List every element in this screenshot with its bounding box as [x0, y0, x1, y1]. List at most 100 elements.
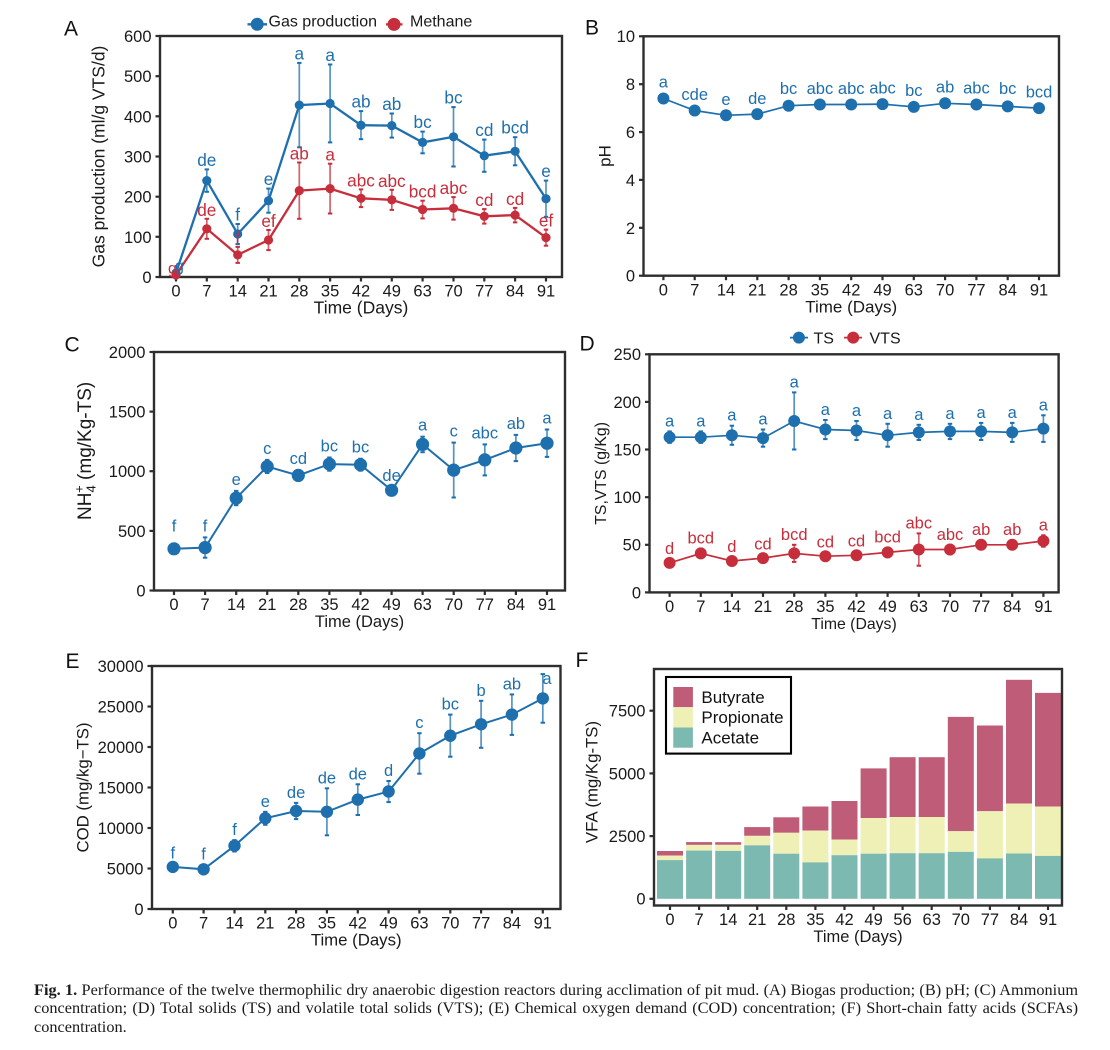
svg-text:200: 200	[124, 189, 152, 207]
svg-text:21: 21	[754, 598, 772, 616]
svg-text:a: a	[945, 405, 955, 423]
svg-text:91: 91	[1030, 281, 1048, 299]
svg-text:ab: ab	[507, 415, 525, 433]
svg-text:a: a	[977, 404, 987, 422]
svg-text:91: 91	[1039, 911, 1057, 929]
svg-text:84: 84	[506, 283, 524, 301]
svg-text:28: 28	[785, 598, 803, 616]
svg-text:Methane: Methane	[410, 14, 472, 31]
svg-text:7: 7	[690, 281, 699, 299]
svg-text:cd: cd	[290, 450, 307, 468]
svg-text:c: c	[263, 440, 271, 458]
svg-text:a: a	[914, 406, 924, 424]
svg-text:84: 84	[503, 915, 521, 933]
svg-text:14: 14	[717, 281, 735, 299]
svg-text:d: d	[665, 540, 674, 558]
svg-text:bc: bc	[442, 696, 459, 714]
svg-text:49: 49	[864, 911, 882, 929]
svg-text:0: 0	[626, 268, 635, 286]
svg-text:COD (mg/kg−TS): COD (mg/kg−TS)	[74, 722, 93, 852]
svg-text:2000: 2000	[109, 344, 146, 362]
svg-text:f: f	[172, 518, 177, 536]
svg-text:ab: ab	[1003, 521, 1021, 539]
svg-text:4: 4	[626, 172, 635, 190]
svg-text:77: 77	[967, 281, 985, 299]
svg-text:63: 63	[413, 283, 431, 301]
svg-text:250: 250	[613, 346, 641, 364]
svg-text:ab: ab	[351, 92, 370, 112]
svg-text:35: 35	[811, 281, 829, 299]
svg-text:200: 200	[613, 394, 641, 412]
svg-text:100: 100	[613, 489, 641, 507]
svg-text:a: a	[790, 373, 800, 391]
svg-text:70: 70	[444, 283, 462, 301]
svg-text:49: 49	[382, 596, 400, 614]
svg-text:0: 0	[636, 891, 645, 909]
svg-text:bc: bc	[999, 80, 1016, 98]
svg-text:21: 21	[748, 281, 766, 299]
svg-text:77: 77	[981, 911, 999, 929]
svg-text:bcd: bcd	[1026, 83, 1053, 101]
svg-text:91: 91	[538, 596, 556, 614]
svg-text:cd: cd	[475, 190, 493, 210]
svg-text:49: 49	[383, 283, 401, 301]
svg-text:Propionate: Propionate	[701, 708, 783, 727]
svg-text:0: 0	[136, 582, 145, 600]
svg-text:ab: ab	[936, 79, 954, 97]
svg-text:42: 42	[842, 281, 860, 299]
svg-text:42: 42	[351, 596, 369, 614]
svg-text:a: a	[727, 407, 737, 425]
svg-text:1000: 1000	[109, 463, 146, 481]
svg-text:42: 42	[835, 911, 853, 929]
svg-text:91: 91	[534, 915, 552, 933]
svg-text:0: 0	[171, 283, 180, 301]
svg-text:14: 14	[719, 911, 737, 929]
svg-text:a: a	[852, 402, 862, 420]
svg-text:bc: bc	[444, 88, 463, 108]
svg-text:a: a	[883, 405, 893, 423]
svg-text:42: 42	[349, 915, 367, 933]
svg-text:a: a	[665, 412, 675, 430]
svg-text:91: 91	[1034, 598, 1052, 616]
svg-text:bcd: bcd	[501, 118, 529, 138]
svg-text:Time (Days): Time (Days)	[311, 931, 402, 950]
svg-text:a: a	[418, 417, 428, 435]
svg-text:0: 0	[659, 281, 668, 299]
svg-text:56: 56	[893, 911, 911, 929]
svg-text:abc: abc	[905, 514, 932, 532]
svg-text:a: a	[821, 401, 831, 419]
svg-text:Time (Days): Time (Days)	[314, 298, 409, 318]
svg-text:84: 84	[999, 281, 1017, 299]
svg-text:Time (Days): Time (Days)	[805, 297, 897, 316]
svg-text:84: 84	[1010, 911, 1028, 929]
svg-text:14: 14	[723, 598, 741, 616]
svg-text:ab: ab	[290, 144, 309, 164]
svg-text:28: 28	[287, 915, 305, 933]
svg-text:Butyrate: Butyrate	[701, 688, 764, 707]
svg-text:28: 28	[777, 911, 795, 929]
svg-text:abc: abc	[937, 526, 964, 544]
svg-text:f: f	[232, 821, 237, 839]
svg-text:NH4+ (mg/Kg-TS): NH4+ (mg/Kg-TS)	[72, 382, 99, 520]
svg-text:84: 84	[1003, 598, 1021, 616]
svg-text:70: 70	[445, 596, 463, 614]
svg-text:a: a	[325, 145, 335, 165]
svg-text:28: 28	[289, 596, 307, 614]
svg-text:150: 150	[613, 442, 641, 460]
svg-text:2500: 2500	[609, 828, 646, 846]
svg-text:35: 35	[806, 911, 824, 929]
svg-text:a: a	[325, 45, 335, 65]
svg-text:28: 28	[779, 281, 797, 299]
svg-text:de: de	[197, 200, 216, 220]
svg-text:Gas production: Gas production	[269, 13, 378, 30]
svg-text:5000: 5000	[609, 765, 646, 783]
svg-text:a: a	[295, 43, 305, 63]
svg-text:15000: 15000	[98, 779, 144, 797]
svg-text:0: 0	[665, 911, 674, 929]
svg-text:abc: abc	[869, 79, 896, 97]
svg-text:7: 7	[695, 911, 704, 929]
svg-text:1500: 1500	[109, 404, 146, 422]
svg-text:VTS: VTS	[870, 330, 901, 347]
svg-text:77: 77	[972, 598, 990, 616]
svg-text:0: 0	[169, 596, 178, 614]
